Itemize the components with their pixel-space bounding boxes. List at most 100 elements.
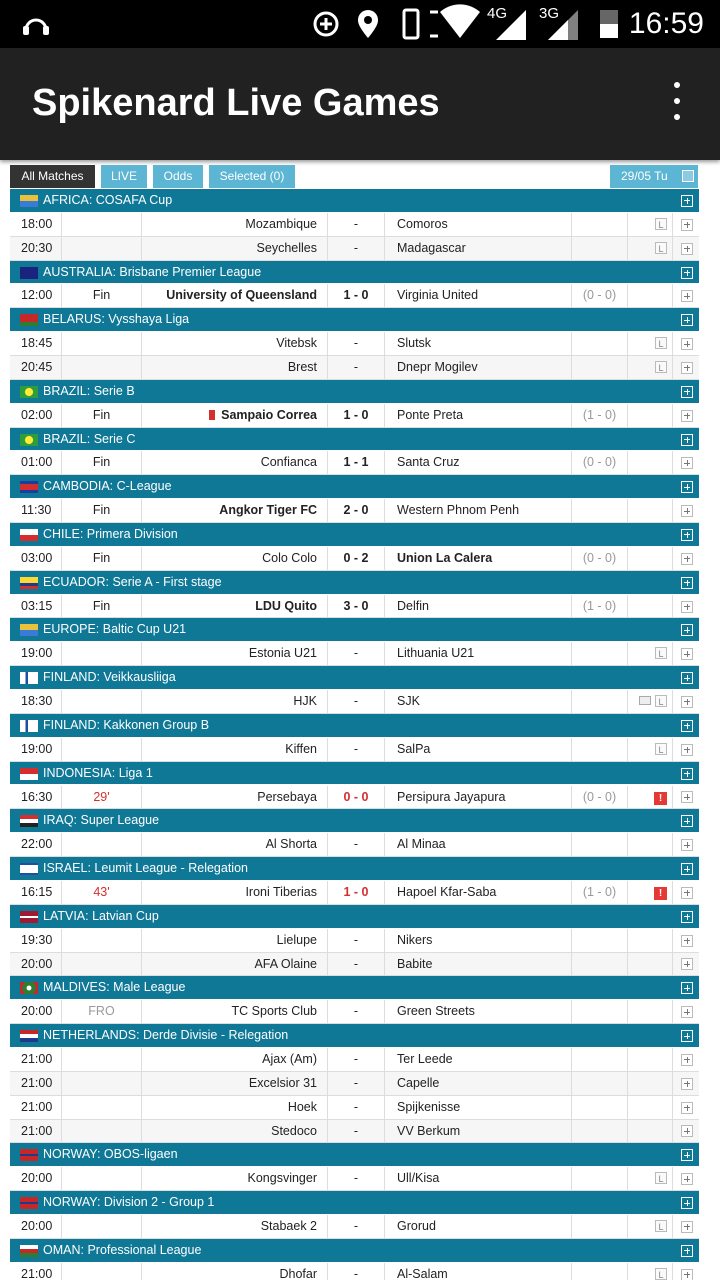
expand-button[interactable]	[681, 672, 693, 685]
match-row[interactable]: 19:00 Kiffen - SalPa L	[10, 737, 699, 762]
alert-icon[interactable]: !	[654, 886, 667, 900]
expand-button[interactable]	[681, 1030, 693, 1043]
home-team: Angkor Tiger FC	[142, 499, 328, 523]
alert-icon[interactable]: !	[654, 791, 667, 805]
match-row[interactable]: 03:00 Fin Colo Colo 0 - 2 Union La Calera (0 …	[10, 546, 699, 571]
home-team: HJK	[142, 690, 328, 713]
expand-button[interactable]	[681, 934, 693, 947]
overflow-menu[interactable]	[674, 82, 682, 128]
expand-button[interactable]	[681, 266, 693, 279]
expand-button[interactable]	[681, 910, 693, 923]
lineup-badge[interactable]: L	[655, 217, 667, 230]
match-row[interactable]: 21:00 Dhofar - Al-Salam L	[10, 1262, 699, 1280]
expand-button[interactable]	[681, 1268, 693, 1280]
match-row[interactable]: 18:30 HJK - SJK L	[10, 690, 699, 714]
match-row[interactable]: 01:00 Fin Confianca 1 - 1 Santa Cruz (0 - 0)	[10, 451, 699, 476]
match-row[interactable]: 20:30 Seychelles - Madagascar L	[10, 236, 699, 261]
match-row[interactable]: 18:00 Mozambique - Comoros L	[10, 212, 699, 237]
tab[interactable]: LIVE	[101, 165, 147, 188]
match-row[interactable]: 16:30 29' Persebaya 0 - 0 Persipura Jayapura…	[10, 785, 699, 810]
expand-button[interactable]	[681, 242, 693, 255]
match-row[interactable]: 18:45 Vitebsk - Slutsk L	[10, 332, 699, 357]
match-row[interactable]: 22:00 Al Shorta - Al Minaa	[10, 833, 699, 858]
expand-button[interactable]	[681, 290, 693, 303]
expand-button[interactable]	[681, 791, 693, 804]
expand-button[interactable]	[681, 958, 693, 971]
date-picker[interactable]: 29/05 Tu	[610, 165, 698, 188]
tab[interactable]: Selected (0)	[209, 165, 295, 188]
expand-button[interactable]	[681, 839, 693, 852]
expand-button[interactable]	[681, 886, 693, 899]
expand-button[interactable]	[681, 314, 693, 327]
match-row[interactable]: 21:00 Excelsior 31- Capelle	[10, 1071, 699, 1096]
expand-button[interactable]	[681, 1077, 693, 1090]
home-name: Sampaio Correa	[221, 407, 317, 422]
match-row[interactable]: 21:00 Stedoco - VV Berkum	[10, 1119, 699, 1144]
match-row[interactable]: 03:15 Fin LDU Quito 3 - 0 Delfin (1 - 0)	[10, 594, 699, 619]
expand-button[interactable]	[681, 743, 693, 756]
expand-button[interactable]	[681, 600, 693, 613]
match-row[interactable]: 16:15 43' Ironi Tiberias 1 - 0 Hapoel Kfar-S…	[10, 880, 699, 905]
expand-button[interactable]	[681, 481, 693, 494]
expand-button[interactable]	[681, 552, 693, 565]
expand-button[interactable]	[681, 505, 693, 518]
expand-button[interactable]	[681, 1220, 693, 1233]
expand-button[interactable]	[681, 1197, 693, 1210]
expand-button[interactable]	[681, 409, 693, 422]
expand-button[interactable]	[681, 433, 693, 446]
match-row[interactable]: 20:45 Brest - Dnepr Mogilev L	[10, 356, 699, 380]
home-team: Ironi Tiberias	[142, 880, 328, 904]
match-row[interactable]: 12:00 Fin University of Queensland 1 - 0 Vir…	[10, 284, 699, 309]
match-row[interactable]: 20:00 Stabaek 2- Grorud L	[10, 1214, 699, 1239]
match-row[interactable]: 20:00 FRO TC Sports Club - Green Streets	[10, 1000, 699, 1025]
expand-button[interactable]	[681, 457, 693, 470]
expand-button[interactable]	[681, 863, 693, 875]
expand-button[interactable]	[681, 982, 693, 995]
expand-button[interactable]	[681, 338, 693, 351]
lineup-badge[interactable]: L	[655, 241, 667, 254]
match-row[interactable]: 20:00 AFA Olaine - Babite	[10, 952, 699, 977]
match-row[interactable]: 19:30 Lielupe - Nikers	[10, 928, 699, 953]
lineup-badge[interactable]: L	[655, 647, 667, 660]
tab[interactable]: Odds	[153, 165, 203, 188]
score: -	[328, 1071, 385, 1095]
expand-button[interactable]	[681, 1125, 693, 1138]
match-row[interactable]: 11:30 Fin Angkor Tiger FC 2 - 0 Western Phno…	[10, 499, 699, 524]
expand-button[interactable]	[681, 528, 693, 541]
match-status: Fin	[62, 499, 142, 523]
expand-button[interactable]	[681, 361, 693, 374]
expand-button[interactable]	[681, 815, 693, 828]
flag	[20, 719, 38, 732]
expand-button[interactable]	[681, 719, 693, 732]
lineup-badge[interactable]: L	[655, 1172, 667, 1185]
expand-button[interactable]	[681, 695, 693, 708]
match-row[interactable]: 19:00 Estonia U21- Lithuania U21 L	[10, 642, 699, 667]
expand-button[interactable]	[681, 648, 693, 661]
lineup-badge[interactable]: L	[655, 742, 667, 755]
lineup-badge[interactable]: L	[655, 337, 667, 350]
lineup-badge[interactable]: L	[655, 1267, 667, 1280]
tab[interactable]: All Matches	[10, 165, 95, 188]
expand-button[interactable]	[681, 218, 693, 231]
lineup-badge[interactable]: L	[655, 361, 667, 374]
expand-button[interactable]	[681, 767, 693, 780]
match-row[interactable]: 21:00 Ajax (Am) - Ter Leede	[10, 1047, 699, 1072]
expand-button[interactable]	[681, 1244, 693, 1257]
expand-button[interactable]	[681, 624, 693, 637]
expand-button[interactable]	[681, 1149, 693, 1162]
expand-button[interactable]	[681, 1173, 693, 1186]
lineup-badge[interactable]: L	[655, 695, 667, 708]
halftime-score	[572, 1214, 628, 1238]
match-row[interactable]: 20:00 Kongsvinger - Ull/Kisa L	[10, 1167, 699, 1192]
expand-button[interactable]	[681, 194, 693, 207]
expand-button[interactable]	[681, 1006, 693, 1019]
tv-icon[interactable]	[639, 696, 651, 706]
match-row[interactable]: 02:00 Fin Sampaio Correa 1 - 0 Ponte Preta (1…	[10, 403, 699, 428]
match-row[interactable]: 21:00 Hoek - Spijkenisse	[10, 1095, 699, 1120]
expand-button[interactable]	[681, 576, 693, 589]
match-status	[62, 833, 142, 857]
expand-button[interactable]	[681, 385, 693, 398]
expand-button[interactable]	[681, 1053, 693, 1066]
expand-button[interactable]	[681, 1101, 693, 1114]
lineup-badge[interactable]: L	[655, 1219, 667, 1232]
